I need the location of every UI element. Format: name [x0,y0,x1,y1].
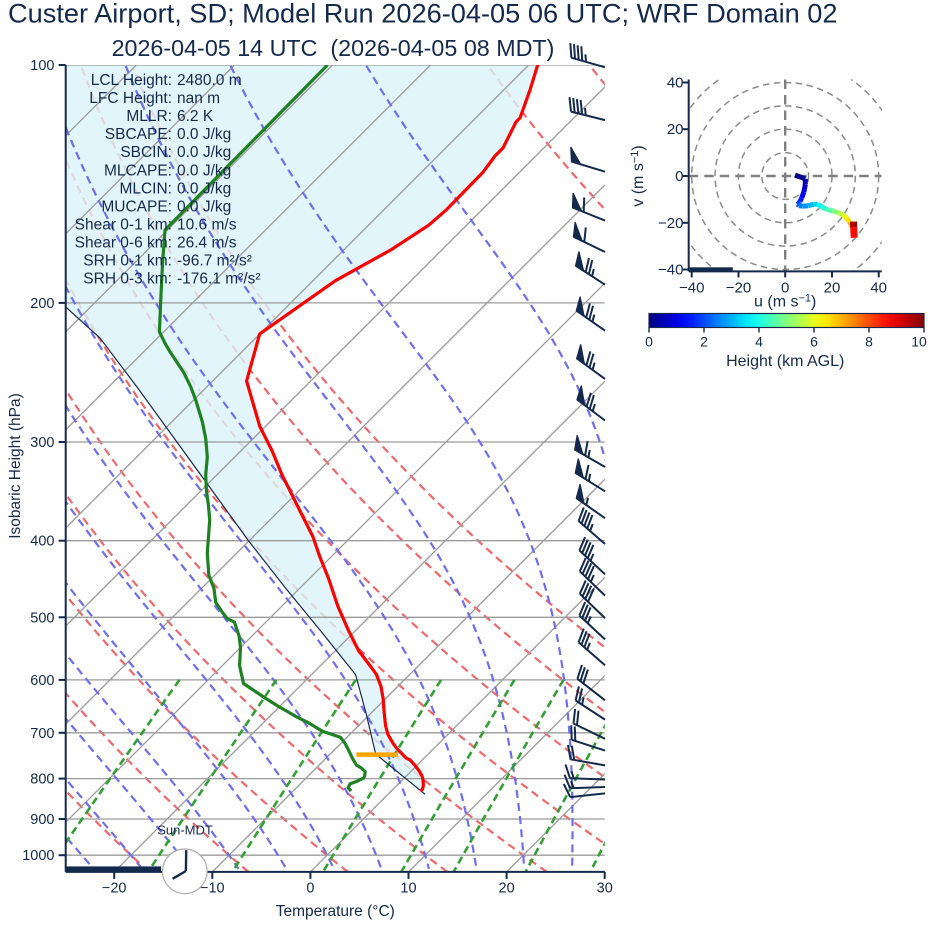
svg-text:0.0 J/kg: 0.0 J/kg [177,162,231,179]
svg-text:800: 800 [30,772,54,788]
svg-text:−10: −10 [200,880,225,896]
svg-text:SBCIN:: SBCIN: [120,144,172,161]
svg-text:2: 2 [700,334,708,350]
svg-text:MUCAPE:: MUCAPE: [101,198,172,215]
svg-text:100: 100 [30,58,54,74]
svg-text:1000: 1000 [22,848,54,864]
svg-text:600: 600 [30,673,54,689]
svg-text:10: 10 [400,880,416,896]
svg-text:0.0 J/kg: 0.0 J/kg [177,180,231,197]
svg-text:Shear 0-1 km:: Shear 0-1 km: [75,217,172,234]
svg-text:−20: −20 [658,215,683,232]
svg-text:0: 0 [645,334,653,350]
svg-text:Sun-MDT: Sun-MDT [157,823,213,838]
svg-text:MLCIN:: MLCIN: [119,180,172,197]
svg-text:MLLR:: MLLR: [126,108,172,125]
svg-text:500: 500 [30,610,54,626]
svg-text:2480.0 m: 2480.0 m [177,72,242,89]
svg-text:700: 700 [30,726,54,742]
svg-text:−40: −40 [679,280,704,297]
svg-text:nan m: nan m [177,90,220,107]
svg-text:SBCAPE:: SBCAPE: [105,126,172,143]
svg-text:SRH 0-3 km:: SRH 0-3 km: [83,271,172,288]
svg-text:10: 10 [911,334,927,350]
svg-text:20: 20 [499,880,515,896]
svg-text:4: 4 [755,334,763,350]
svg-text:26.4 m/s: 26.4 m/s [177,235,237,252]
svg-text:Height (km AGL): Height (km AGL) [726,353,844,370]
svg-text:900: 900 [30,812,54,828]
svg-text:−20: −20 [726,280,751,297]
svg-text:200: 200 [30,296,54,312]
svg-text:300: 300 [30,435,54,451]
svg-text:Shear 0-6 km:: Shear 0-6 km: [75,235,172,252]
svg-text:10.6 m/s: 10.6 m/s [177,217,237,234]
svg-text:20: 20 [667,121,684,138]
svg-text:−20: −20 [102,880,127,896]
svg-text:-96.7 m²/s²: -96.7 m²/s² [177,253,252,270]
svg-text:0: 0 [781,280,789,297]
svg-text:0: 0 [306,880,314,896]
svg-text:-176.1 m²/s²: -176.1 m²/s² [177,271,261,288]
svg-text:−40: −40 [658,262,683,279]
svg-text:40: 40 [870,280,887,297]
svg-text:LFC Height:: LFC Height: [89,90,172,107]
svg-text:Temperature (°C): Temperature (°C) [276,903,395,920]
svg-text:0.0 J/kg: 0.0 J/kg [177,144,231,161]
svg-text:MLCAPE:: MLCAPE: [104,162,172,179]
svg-text:30: 30 [597,880,613,896]
svg-text:LCL Height:: LCL Height: [91,72,172,89]
svg-text:Custer Airport, SD; Model Run: Custer Airport, SD; Model Run 2026-04-05… [8,0,838,29]
svg-text:6.2 K: 6.2 K [177,108,214,125]
svg-text:0: 0 [675,168,683,185]
svg-text:400: 400 [30,534,54,550]
svg-text:2026-04-05 14 UTC (2026-04-05: 2026-04-05 14 UTC (2026-04-05 08 MDT) [112,35,555,61]
svg-text:6: 6 [810,334,818,350]
svg-text:40: 40 [667,75,684,92]
svg-text:20: 20 [824,280,841,297]
svg-text:SRH 0-1 km:: SRH 0-1 km: [83,253,172,270]
svg-text:0.0 J/kg: 0.0 J/kg [177,126,231,143]
svg-text:0.0 J/kg: 0.0 J/kg [177,198,231,215]
svg-text:8: 8 [865,334,873,350]
svg-text:Isobaric Height (hPa): Isobaric Height (hPa) [7,393,24,539]
